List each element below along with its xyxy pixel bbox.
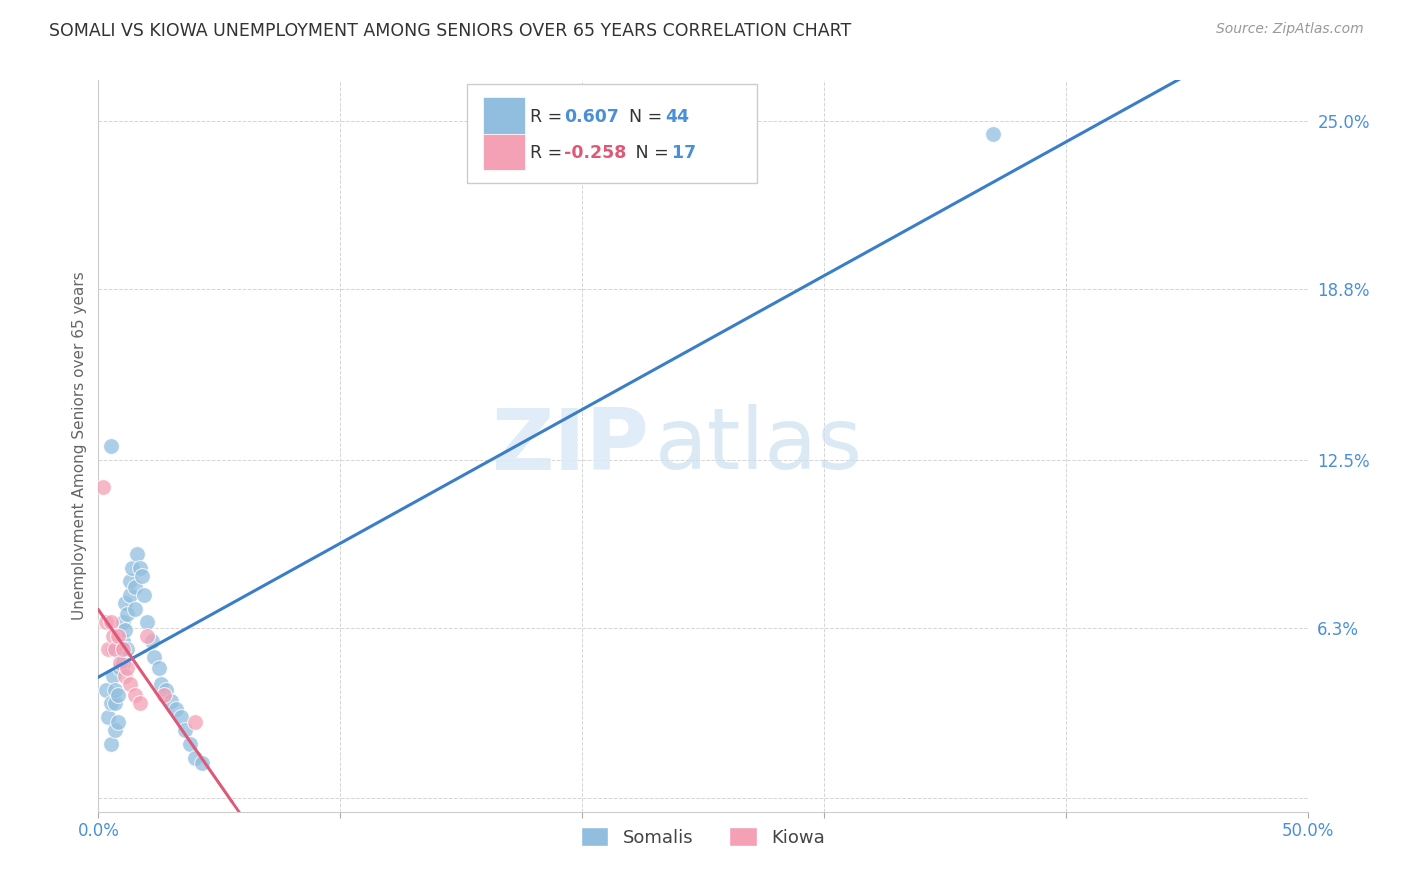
Point bbox=[135, 615, 157, 629]
Point bbox=[101, 642, 124, 657]
Point bbox=[97, 710, 120, 724]
Point bbox=[127, 547, 149, 561]
Point bbox=[150, 677, 173, 691]
Point bbox=[114, 596, 136, 610]
Point bbox=[108, 656, 131, 670]
Point bbox=[107, 629, 129, 643]
Point bbox=[111, 642, 134, 657]
Point bbox=[124, 601, 146, 615]
Text: ZIP: ZIP bbox=[491, 404, 648, 488]
Point bbox=[131, 569, 153, 583]
Point bbox=[91, 480, 114, 494]
Point bbox=[128, 561, 150, 575]
Point bbox=[108, 661, 131, 675]
Text: 44: 44 bbox=[665, 108, 689, 126]
Point bbox=[111, 656, 134, 670]
Point bbox=[184, 715, 207, 730]
Point bbox=[118, 574, 141, 589]
Point bbox=[117, 661, 139, 675]
Point bbox=[174, 723, 197, 738]
Point bbox=[121, 561, 143, 575]
Point bbox=[104, 682, 127, 697]
Text: atlas: atlas bbox=[655, 404, 863, 488]
Point bbox=[107, 688, 129, 702]
Point bbox=[117, 642, 139, 657]
Text: R =: R = bbox=[530, 145, 568, 162]
Text: SOMALI VS KIOWA UNEMPLOYMENT AMONG SENIORS OVER 65 YEARS CORRELATION CHART: SOMALI VS KIOWA UNEMPLOYMENT AMONG SENIO… bbox=[49, 22, 852, 40]
Point bbox=[155, 682, 177, 697]
Point bbox=[143, 650, 166, 665]
Text: -0.258: -0.258 bbox=[564, 145, 626, 162]
Point bbox=[160, 693, 183, 707]
Text: 17: 17 bbox=[665, 145, 696, 162]
Point bbox=[94, 615, 117, 629]
Point bbox=[124, 580, 146, 594]
Point bbox=[981, 128, 1004, 142]
FancyBboxPatch shape bbox=[482, 97, 526, 134]
Text: N =: N = bbox=[619, 108, 668, 126]
Point bbox=[101, 629, 124, 643]
Point bbox=[124, 688, 146, 702]
Point bbox=[134, 588, 156, 602]
Point bbox=[114, 669, 136, 683]
Point bbox=[101, 669, 124, 683]
Point bbox=[100, 697, 122, 711]
Text: 0.607: 0.607 bbox=[564, 108, 619, 126]
Point bbox=[135, 629, 157, 643]
Point bbox=[111, 634, 134, 648]
Point bbox=[117, 607, 139, 621]
Point bbox=[107, 715, 129, 730]
Point bbox=[111, 615, 134, 629]
FancyBboxPatch shape bbox=[482, 134, 526, 170]
Point bbox=[148, 661, 170, 675]
Text: Source: ZipAtlas.com: Source: ZipAtlas.com bbox=[1216, 22, 1364, 37]
Point bbox=[165, 702, 187, 716]
Text: R =: R = bbox=[530, 108, 568, 126]
Point bbox=[108, 642, 131, 657]
Point bbox=[100, 439, 122, 453]
Point bbox=[104, 697, 127, 711]
Point bbox=[179, 737, 201, 751]
Point bbox=[152, 688, 174, 702]
Point bbox=[141, 634, 163, 648]
Point bbox=[191, 756, 214, 770]
Point bbox=[114, 624, 136, 638]
Point bbox=[100, 615, 122, 629]
Point bbox=[97, 642, 120, 657]
Point bbox=[118, 677, 141, 691]
Point bbox=[184, 750, 207, 764]
Point bbox=[100, 737, 122, 751]
Point bbox=[104, 642, 127, 657]
Point bbox=[94, 682, 117, 697]
Legend: Somalis, Kiowa: Somalis, Kiowa bbox=[574, 820, 832, 854]
Point bbox=[169, 710, 191, 724]
FancyBboxPatch shape bbox=[467, 84, 758, 183]
Point bbox=[104, 723, 127, 738]
Text: N =: N = bbox=[630, 145, 675, 162]
Y-axis label: Unemployment Among Seniors over 65 years: Unemployment Among Seniors over 65 years bbox=[72, 272, 87, 620]
Point bbox=[128, 697, 150, 711]
Point bbox=[118, 588, 141, 602]
